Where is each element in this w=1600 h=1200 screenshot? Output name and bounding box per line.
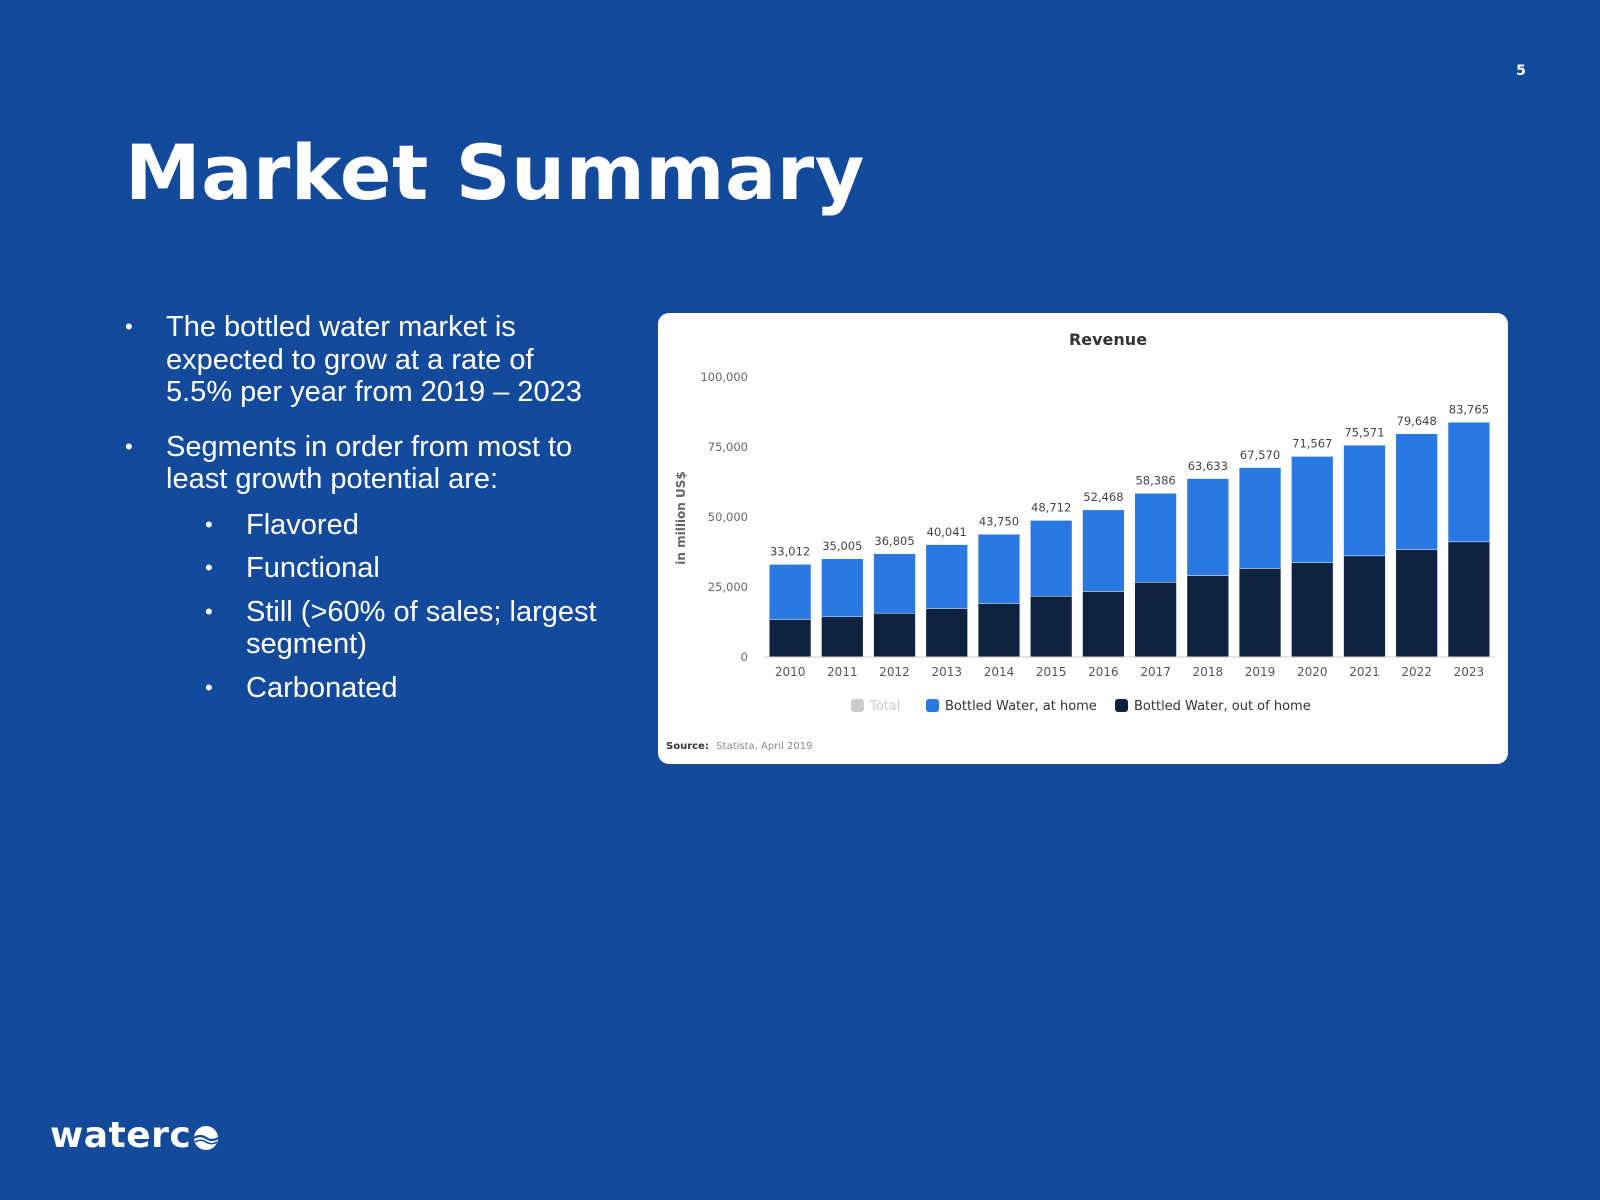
bar-segment-out-of-home-2015[interactable]	[1030, 595, 1072, 657]
revenue-chart-card: Revenue in million US$ 0 25,000 50,000 75,0…	[658, 313, 1508, 764]
legend-swatch	[851, 699, 864, 712]
segment-item-flavored: Flavored	[205, 509, 605, 542]
x-tick-label: 2018	[1193, 665, 1224, 679]
data-label-total-2012: 36,805	[874, 534, 914, 548]
bar-segment-out-of-home-2012[interactable]	[873, 613, 916, 657]
y-tick-label: 75,000	[708, 440, 748, 454]
segment-item-carbonated: Carbonated	[205, 672, 605, 705]
y-tick-label: 0	[741, 650, 748, 664]
data-label-total-2019: 67,570	[1240, 448, 1280, 462]
legend-label: Bottled Water, at home	[945, 699, 1097, 714]
bar-segment-at-home-2013[interactable]	[926, 544, 968, 609]
bar-segment-at-home-2014[interactable]	[978, 534, 1020, 604]
chart-legend[interactable]: Total Bottled Water, at home Bottled Water…	[851, 699, 1311, 714]
bar-segment-out-of-home-2021[interactable]	[1343, 555, 1386, 657]
bar-segment-out-of-home-2011[interactable]	[821, 616, 863, 657]
bar-segment-out-of-home-2017[interactable]	[1134, 581, 1177, 657]
data-label-total-2016: 52,468	[1083, 490, 1123, 504]
bar-segment-at-home-2022[interactable]	[1396, 433, 1438, 550]
y-axis: 0 25,000 50,000 75,000 100,000	[700, 370, 748, 664]
data-label-total-2011: 35,005	[822, 539, 862, 553]
chart-title: Revenue	[1069, 330, 1147, 349]
legend-swatch	[1115, 699, 1128, 712]
bar-segment-out-of-home-2020[interactable]	[1291, 562, 1333, 657]
legend-swatch	[926, 699, 939, 712]
logo-wave-icon	[193, 1126, 219, 1150]
bar-segment-at-home-2011[interactable]	[821, 558, 863, 617]
bar-segment-at-home-2015[interactable]	[1030, 520, 1072, 596]
x-tick-label: 2011	[827, 665, 858, 679]
logo-text: waterc	[50, 1115, 192, 1156]
bar-segment-at-home-2019[interactable]	[1239, 467, 1281, 569]
x-tick-label: 2019	[1245, 665, 1276, 679]
x-tick-label: 2012	[879, 665, 910, 679]
data-label-total-2018: 63,633	[1188, 459, 1228, 473]
data-label-total-2013: 40,041	[927, 525, 967, 539]
y-tick-label: 100,000	[700, 370, 748, 384]
x-tick-label: 2010	[775, 665, 806, 679]
bar-segment-at-home-2010[interactable]	[769, 564, 811, 620]
bar-segment-at-home-2016[interactable]	[1082, 510, 1125, 592]
x-tick-label: 2023	[1454, 665, 1485, 679]
x-tick-label: 2014	[984, 665, 1015, 679]
data-labels: 33,012 35,005 36,805 40,041 43,750 48,712 52,4…	[770, 402, 1489, 558]
y-axis-title: in million US$	[674, 471, 688, 565]
bar-segment-out-of-home-2013[interactable]	[926, 608, 968, 657]
waterco-logo: waterc	[50, 1116, 219, 1156]
legend-label: Bottled Water, out of home	[1134, 699, 1311, 714]
legend-item-bottled-water-out-of-home[interactable]: Bottled Water, out of home	[1115, 699, 1311, 714]
y-tick-label: 50,000	[708, 510, 748, 524]
bar-segment-at-home-2020[interactable]	[1291, 456, 1333, 563]
x-tick-label: 2022	[1401, 665, 1432, 679]
bar-segment-at-home-2018[interactable]	[1187, 478, 1229, 576]
bullet-segments-text: Segments in order from most to least gro…	[166, 430, 573, 496]
x-tick-label: 2021	[1349, 665, 1380, 679]
bar-segment-out-of-home-2023[interactable]	[1448, 541, 1490, 657]
source-note: Source: Statista, April 2019	[666, 736, 813, 753]
data-label-total-2015: 48,712	[1031, 501, 1071, 515]
bars	[769, 422, 1490, 657]
bar-segment-out-of-home-2016[interactable]	[1082, 591, 1125, 657]
legend-item-bottled-water-at-home[interactable]: Bottled Water, at home	[926, 699, 1097, 714]
x-tick-label: 2013	[931, 665, 962, 679]
bullet-growth-rate: The bottled water market is expected to …	[125, 311, 605, 409]
legend-label: Total	[869, 699, 900, 714]
segment-item-functional: Functional	[205, 552, 605, 585]
x-tick-label: 2020	[1297, 665, 1328, 679]
bar-segment-out-of-home-2018[interactable]	[1187, 575, 1229, 657]
bullet-list: The bottled water market is expected to …	[125, 311, 605, 726]
bar-segment-out-of-home-2010[interactable]	[769, 619, 811, 657]
data-label-total-2017: 58,386	[1135, 474, 1175, 488]
x-tick-label: 2015	[1036, 665, 1067, 679]
bar-segment-at-home-2012[interactable]	[873, 553, 916, 614]
bar-segment-out-of-home-2019[interactable]	[1239, 568, 1281, 657]
data-label-total-2014: 43,750	[979, 515, 1019, 529]
bullet-segments: Segments in order from most to least gro…	[125, 431, 605, 705]
bar-segment-at-home-2023[interactable]	[1448, 422, 1490, 542]
segment-list: Flavored Functional Still (>60% of sales…	[166, 509, 605, 705]
slide-title: Market Summary	[125, 128, 865, 217]
x-tick-label: 2017	[1140, 665, 1171, 679]
x-tick-label: 2016	[1088, 665, 1119, 679]
y-tick-label: 25,000	[708, 580, 748, 594]
bar-segment-at-home-2017[interactable]	[1134, 493, 1177, 582]
page-number: 5	[1516, 63, 1526, 79]
source-label: Source:	[666, 741, 709, 752]
data-label-total-2023: 83,765	[1449, 402, 1489, 416]
bar-segment-out-of-home-2014[interactable]	[978, 603, 1020, 657]
segment-item-still: Still (>60% of sales; largest segment)	[205, 596, 605, 661]
bar-segment-out-of-home-2022[interactable]	[1396, 549, 1438, 657]
data-label-total-2020: 71,567	[1292, 437, 1332, 451]
x-axis: 2010 2011 2012 2013 2014 2015 2016 2017 2018 2019…	[764, 656, 1495, 679]
source-text: Statista, April 2019	[716, 741, 812, 752]
data-label-total-2022: 79,648	[1397, 414, 1437, 428]
bar-segment-at-home-2021[interactable]	[1343, 445, 1386, 556]
data-label-total-2010: 33,012	[770, 545, 810, 559]
legend-item-total[interactable]: Total	[851, 699, 900, 714]
revenue-chart: Revenue in million US$ 0 25,000 50,000 75,0…	[666, 330, 1495, 753]
data-label-total-2021: 75,571	[1344, 425, 1384, 439]
